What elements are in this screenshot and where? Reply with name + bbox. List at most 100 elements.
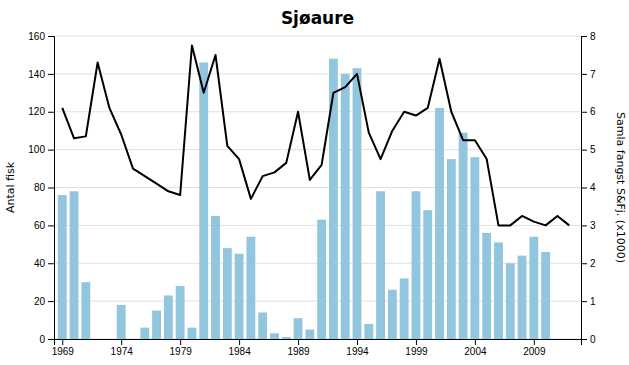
- bar: [494, 242, 503, 339]
- tick-mark: [62, 339, 63, 345]
- tick-mark: [239, 339, 240, 345]
- tick-mark: [298, 339, 299, 345]
- tick: 4: [581, 182, 596, 193]
- bar: [317, 220, 326, 339]
- tick-label: 6: [590, 106, 596, 117]
- tick-mark: [180, 339, 181, 345]
- tick: 20: [34, 296, 54, 307]
- bar: [565, 339, 574, 340]
- tick: 0: [39, 334, 54, 345]
- tick-mark: [357, 339, 358, 345]
- bar: [459, 133, 468, 339]
- tick-label: 0: [590, 334, 596, 345]
- tick-mark: [48, 112, 54, 113]
- bar: [129, 339, 138, 340]
- tick-label: 1989: [287, 346, 310, 357]
- grid-line: [54, 73, 581, 74]
- bar: [388, 290, 397, 339]
- title: Sjøaure: [281, 8, 354, 28]
- tick-label: 1994: [346, 346, 369, 357]
- y-axis-title: Antal fisk: [4, 161, 17, 213]
- bar: [282, 337, 291, 339]
- tick: 120: [28, 106, 54, 117]
- grid: [54, 36, 581, 339]
- tick-label: 1984: [228, 346, 251, 357]
- bar: [435, 108, 444, 339]
- bar: [506, 263, 515, 339]
- bar: [246, 237, 255, 339]
- bar: [364, 324, 373, 339]
- tick-mark: [48, 339, 54, 340]
- grid-line: [54, 149, 581, 150]
- tick-label: 0: [39, 334, 45, 345]
- bar: [176, 286, 185, 339]
- tick-mark: [581, 112, 587, 113]
- bar: [270, 333, 279, 339]
- tick-label: 1974: [111, 346, 134, 357]
- tick: 1984: [228, 339, 251, 357]
- tick-label: 20: [34, 296, 46, 307]
- bar: [470, 157, 479, 339]
- grid-line: [54, 36, 581, 37]
- bar: [447, 159, 456, 339]
- tick: 0: [581, 334, 596, 345]
- tick-mark: [48, 150, 54, 151]
- grid-line: [54, 111, 581, 112]
- tick-mark: [48, 301, 54, 302]
- tick: 7: [581, 69, 596, 80]
- tick-mark: [48, 263, 54, 264]
- tick: 1999: [405, 339, 428, 357]
- tick: 2009: [523, 339, 546, 357]
- tick-label: 80: [34, 182, 46, 193]
- tick-mark: [534, 339, 535, 345]
- y-axis: 020406080100120140160: [28, 31, 54, 345]
- bar: [58, 195, 67, 339]
- tick: 1: [581, 296, 596, 307]
- tick-label: 7: [590, 69, 596, 80]
- tick: 8: [581, 31, 596, 42]
- tick: 2: [581, 258, 596, 269]
- tick-mark: [581, 301, 587, 302]
- bar: [152, 311, 161, 339]
- tick: 5: [581, 144, 596, 155]
- bar: [81, 282, 90, 339]
- tick-mark: [48, 225, 54, 226]
- tick-label: 160: [28, 31, 45, 42]
- bar: [223, 248, 232, 339]
- chart: 1969197419791984198919941999200420090204…: [0, 0, 629, 365]
- tick-label: 2009: [523, 346, 546, 357]
- tick-mark: [475, 339, 476, 345]
- axis-line: [55, 340, 582, 346]
- tick: 160: [28, 31, 54, 42]
- tick-label: 4: [590, 182, 596, 193]
- bar: [294, 318, 303, 339]
- tick-mark: [581, 225, 587, 226]
- tick-mark: [416, 339, 417, 345]
- tick: 140: [28, 69, 54, 80]
- tick: 1979: [170, 339, 193, 357]
- x-axis: 1969 1974 1979 1984 1989 1994 1999 2004 2009: [52, 339, 582, 357]
- tick-mark: [581, 263, 587, 264]
- bar: [258, 312, 267, 339]
- tick-label: 1: [590, 296, 596, 307]
- tick-label: 8: [590, 31, 596, 42]
- tick-mark: [48, 74, 54, 75]
- bar: [140, 328, 149, 339]
- tick-label: 40: [34, 258, 46, 269]
- tick: 80: [34, 182, 54, 193]
- bar: [353, 68, 362, 339]
- axis-line: [48, 37, 55, 340]
- grid-line: [54, 187, 581, 188]
- tick-label: 1999: [405, 346, 428, 357]
- bar: [211, 216, 220, 339]
- tick-mark: [121, 339, 122, 345]
- bar: [518, 256, 527, 339]
- tick-mark: [48, 36, 54, 37]
- line: [62, 45, 569, 225]
- tick-label: 2004: [464, 346, 487, 357]
- bar: [482, 233, 491, 339]
- bar: [199, 63, 208, 339]
- tick: 1989: [287, 339, 310, 357]
- axis-line: [582, 37, 588, 340]
- tick-label: 1969: [52, 346, 75, 357]
